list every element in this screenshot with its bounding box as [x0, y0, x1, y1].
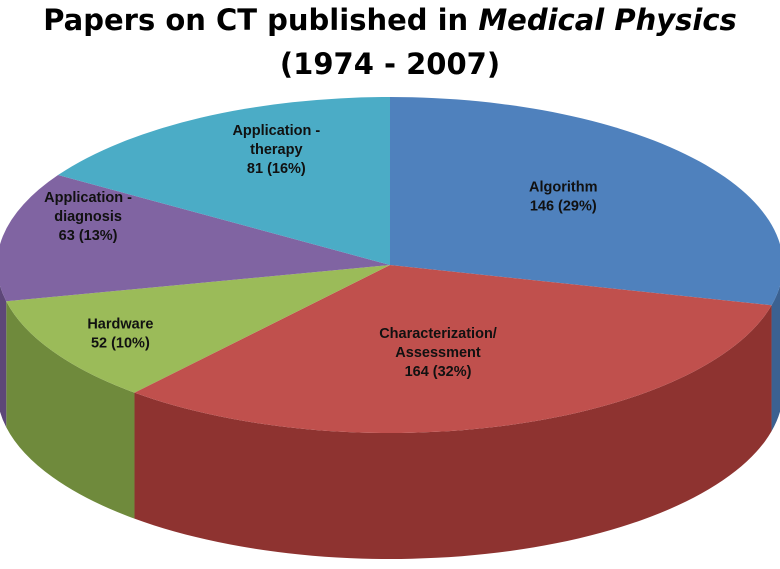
pie-slice-hardware	[6, 265, 391, 393]
slice-label-line: 146 (29%)	[530, 199, 597, 215]
slice-label-line: Hardware	[87, 317, 153, 333]
pie-sides	[0, 285, 780, 560]
pie-side-hardware	[6, 301, 135, 519]
slice-label-line: Characterization/	[379, 326, 497, 342]
slice-label-line: Assessment	[395, 345, 481, 361]
pie-side-characterization-assessment	[134, 305, 772, 560]
pie-side-algorithm	[771, 285, 780, 432]
slice-label-line: therapy	[250, 142, 302, 158]
slice-label-algorithm: Algorithm 146 (29%)	[529, 180, 597, 215]
chart-title-line1: Papers on CT published in Medical Physic…	[0, 0, 780, 40]
slice-label-line: 164 (32%)	[405, 364, 472, 380]
pie-tops	[0, 97, 780, 434]
pie-slice-application-therapy	[58, 97, 390, 265]
slice-label-line: Application -	[232, 123, 320, 139]
pie-slice-characterization-assessment	[134, 265, 772, 434]
chart-title-journal: Medical Physics	[478, 3, 737, 37]
slice-label-line: 81 (16%)	[247, 161, 306, 177]
pie-side-application-diagnosis	[0, 285, 7, 428]
slice-label-line: 63 (13%)	[59, 228, 118, 244]
slice-label-characterization-assessment: Characterization/Assessment 164 (32%)	[379, 326, 497, 380]
pie-slice-application-diagnosis	[0, 175, 390, 302]
slice-label-application-therapy: Application - therapy 81 (16%)	[232, 123, 320, 177]
slice-label-hardware: Hardware 52 (10%)	[87, 317, 153, 352]
slice-label-application-diagnosis: Application - diagnosis 63 (13%)	[44, 190, 132, 244]
slice-label-line: Algorithm	[529, 180, 597, 196]
chart-title-prefix: Papers on CT published in	[43, 3, 479, 37]
slice-label-line: 52 (10%)	[91, 336, 150, 352]
chart-title-line2: (1974 - 2007)	[279, 47, 501, 81]
pie-slice-algorithm	[390, 97, 780, 306]
pie-labels: Algorithm 146 (29%) Characterization/Asses…	[44, 123, 597, 380]
slice-label-line: Application -	[44, 190, 132, 206]
slice-label-line: diagnosis	[54, 209, 122, 225]
